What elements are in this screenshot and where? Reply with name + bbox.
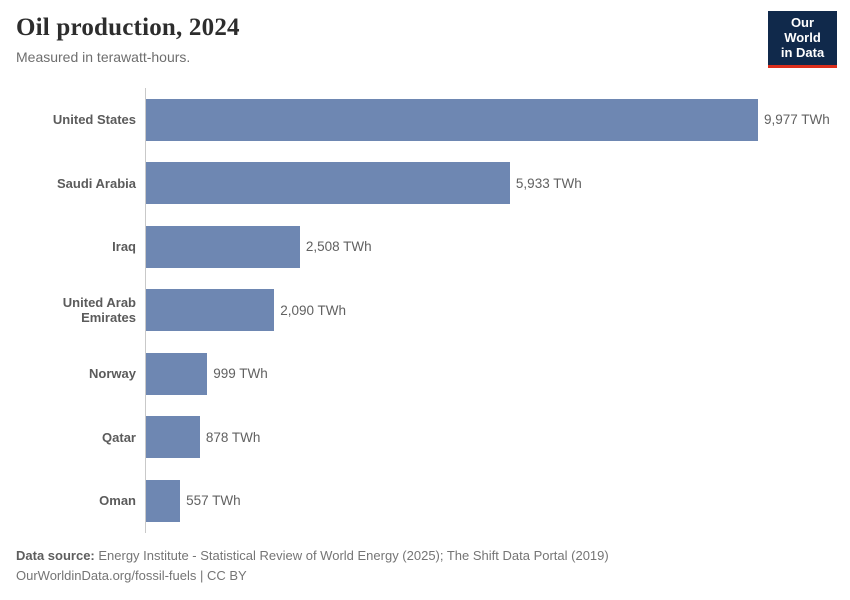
category-label: Saudi Arabia — [57, 175, 136, 191]
bar-row: Norway 999 TWh — [16, 342, 834, 406]
bar[interactable] — [146, 162, 510, 205]
chart-header: Oil production, 2024 Measured in terawat… — [0, 0, 850, 68]
data-source-text: Energy Institute - Statistical Review of… — [94, 547, 609, 563]
bar-area: 5,933 TWh — [145, 151, 834, 215]
bar-row: Oman 557 TWh — [16, 469, 834, 533]
bar-area: 878 TWh — [145, 405, 834, 469]
page-subtitle: Measured in terawatt-hours. — [16, 49, 191, 65]
bar[interactable] — [146, 416, 200, 459]
title-block: Oil production, 2024 Measured in terawat… — [16, 14, 240, 65]
category-label: Qatar — [102, 429, 136, 445]
category-label: United States — [52, 112, 136, 128]
bar[interactable] — [146, 352, 208, 395]
bar-value-label: 878 TWh — [205, 429, 261, 445]
bar[interactable] — [146, 98, 758, 141]
bar-chart: United States 9,977 TWh Saudi Arabia 5,9… — [16, 88, 834, 533]
bar[interactable] — [146, 289, 275, 332]
bar-area: 557 TWh — [145, 469, 834, 533]
bar-row: United Arab Emirates 2,090 TWh — [16, 278, 834, 342]
bar-row: Iraq 2,508 TWh — [16, 215, 834, 279]
chart-footer: Data source: Energy Institute - Statisti… — [16, 546, 834, 586]
bar-area: 2,090 TWh — [145, 278, 834, 342]
data-source-line: Data source: Energy Institute - Statisti… — [16, 546, 834, 566]
bar-row: Saudi Arabia 5,933 TWh — [16, 151, 834, 215]
category-label: United Arab Emirates — [62, 295, 136, 326]
category-label: Iraq — [112, 239, 136, 255]
bar-value-label: 557 TWh — [186, 493, 241, 509]
category-label: Oman — [99, 493, 136, 509]
bar-row: United States 9,977 TWh — [16, 88, 834, 152]
bar-value-label: 999 TWh — [213, 366, 268, 382]
bar-value-label: 9,977 TWh — [764, 112, 830, 128]
bar-value-label: 5,933 TWh — [515, 175, 582, 191]
license-line[interactable]: OurWorldinData.org/fossil-fuels | CC BY — [16, 567, 247, 583]
bar[interactable] — [146, 479, 181, 522]
category-label: Norway — [89, 366, 136, 382]
page-title: Oil production, 2024 — [16, 14, 240, 41]
data-source-label: Data source: — [16, 547, 95, 563]
owid-logo: Our World in Data — [768, 11, 837, 68]
logo-line1: Our World — [784, 15, 821, 45]
logo-line2: in Data — [780, 44, 825, 60]
bar-row: Qatar 878 TWh — [16, 405, 834, 469]
bar-value-label: 2,090 TWh — [280, 302, 346, 318]
bar-area: 9,977 TWh — [145, 88, 834, 152]
bar[interactable] — [146, 225, 300, 268]
bar-area: 2,508 TWh — [145, 215, 834, 279]
bar-area: 999 TWh — [145, 342, 834, 406]
bar-value-label: 2,508 TWh — [305, 239, 372, 255]
